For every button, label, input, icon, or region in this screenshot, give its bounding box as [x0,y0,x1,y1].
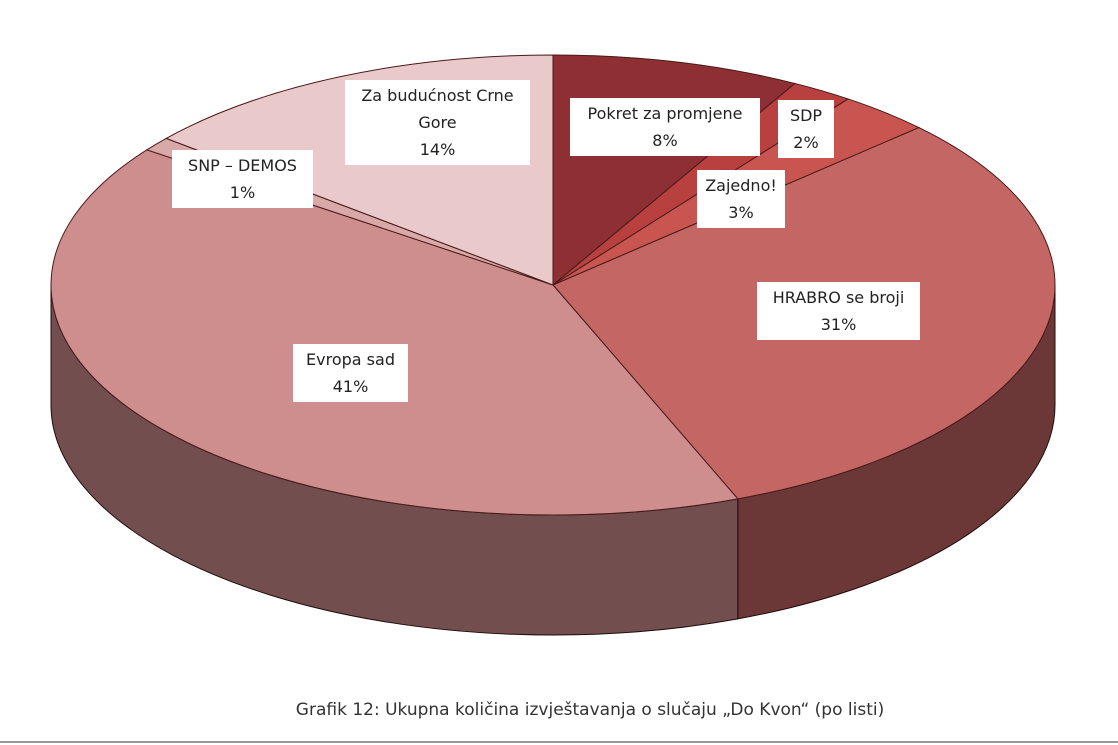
value-label: 41% [332,377,369,396]
category-label: Pokret za promjene [587,104,743,123]
value-label: 3% [728,203,754,222]
value-label: 8% [652,131,678,150]
category-label: Za budućnost Crne Gore [361,86,514,132]
category-label: Evropa sad [306,350,395,369]
category-label: SDP [789,106,823,125]
pie-slice [50,149,739,516]
data-label: SNP – DEMOS 1% [172,150,313,208]
data-label: HRABRO se broji 31% [757,282,920,340]
data-label: Pokret za promjene 8% [570,98,760,156]
category-label: SNP – DEMOS [188,156,297,175]
value-label: 1% [229,183,256,202]
data-label: SDP 2% [778,100,834,158]
category-label: HRABRO se broji [772,288,905,307]
chart-caption: Grafik 12: Ukupna količina izvještavanja… [295,700,885,720]
data-label: Evropa sad 41% [293,344,408,402]
data-label: Zajedno! 3% [697,170,785,228]
value-label: 31% [820,315,857,334]
value-label: 2% [793,133,819,152]
data-label: Za budućnost Crne Gore 14% [345,80,530,165]
value-label: 14% [419,140,456,159]
category-label: Zajedno! [705,176,777,195]
bottom-rule [0,741,1118,743]
